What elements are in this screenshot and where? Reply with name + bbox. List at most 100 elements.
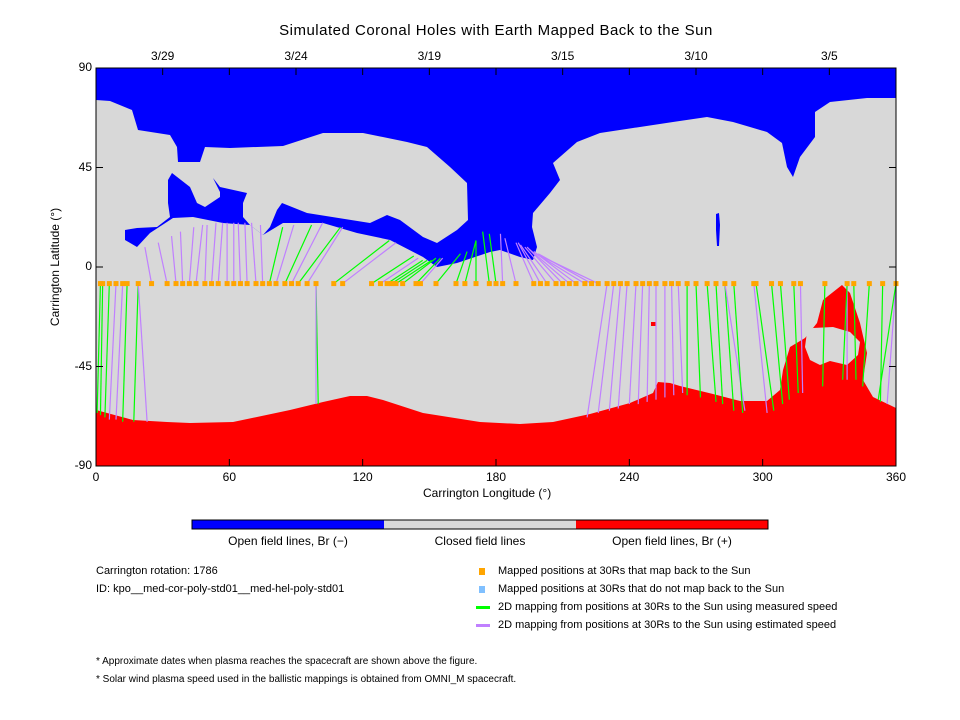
mapped-position-point: [880, 281, 886, 287]
closed-field-island: [96, 100, 468, 270]
carrington-rotation: Carrington rotation: 1786: [96, 565, 218, 577]
mapped-position-point: [237, 281, 243, 287]
mapped-position-point: [753, 281, 759, 287]
measured-speed-mapping-line: [402, 257, 437, 285]
measured-speed-mapping-line: [386, 259, 423, 285]
mapped-position-point: [669, 281, 675, 287]
colorbar-open-positive: [576, 520, 768, 529]
mapped-position-point: [589, 281, 595, 287]
measured-speed-mapping-line: [122, 283, 128, 422]
mapped-position-point: [253, 281, 259, 287]
mapped-position-point: [273, 281, 279, 287]
mapped-position-point: [553, 281, 559, 287]
colorbar-frame: [191, 519, 769, 530]
mapped-position-point: [215, 281, 221, 287]
mapped-position-point: [462, 281, 468, 287]
mapped-position-point: [389, 281, 395, 287]
legend-measured-swatch: [476, 606, 490, 609]
legend-mapped-swatch: [479, 568, 485, 575]
mapped-position-point: [186, 281, 192, 287]
y-tick-label: 0: [85, 259, 92, 273]
mapped-position-point: [640, 281, 646, 287]
estimated-speed-mapping-line: [237, 222, 242, 284]
estimated-speed-mapping-line: [535, 253, 586, 285]
mapped-position-point: [653, 281, 659, 287]
mapped-position-point: [369, 281, 375, 287]
mapped-position-point: [713, 281, 719, 287]
mapped-position-point: [675, 281, 681, 287]
mapped-position-point: [180, 281, 186, 287]
x-tick-label: 0: [92, 470, 100, 484]
mapped-position-point: [493, 281, 499, 287]
measured-speed-mapping-line: [464, 240, 477, 284]
mapped-position-point: [684, 281, 690, 287]
measured-speed-mapping-line: [779, 283, 790, 400]
top-date-label: 3/19: [417, 49, 442, 63]
mapped-position-point: [433, 281, 439, 287]
measured-speed-mapping-line: [391, 259, 428, 285]
colorbar-label-negative: Open field lines, Br (−): [228, 534, 348, 548]
mapped-position-point: [633, 281, 639, 287]
measured-speed-mapping-line: [297, 226, 341, 284]
mapped-position-point: [106, 281, 112, 287]
estimated-speed-mapping-line: [188, 227, 195, 284]
measured-speed-mapping-line: [333, 239, 390, 285]
mapped-position-point: [209, 281, 215, 287]
estimated-speed-mapping-line: [291, 222, 324, 284]
mapped-position-point: [149, 281, 155, 287]
mapped-position-point: [124, 281, 130, 287]
colorbar-open-negative: [192, 520, 384, 529]
measured-speed-mapping-line: [482, 231, 490, 284]
mapped-position-point: [393, 281, 399, 287]
estimated-speed-mapping-line: [170, 235, 177, 284]
mapped-position-point: [777, 281, 783, 287]
measured-speed-mapping-line: [435, 253, 461, 284]
mapped-position-point: [282, 281, 288, 287]
estimated-speed-mapping-line: [617, 283, 628, 409]
estimated-speed-mapping-line: [886, 283, 897, 405]
mapped-position-point: [313, 281, 319, 287]
mapped-position-point: [844, 281, 850, 287]
mapped-position-point: [513, 281, 519, 287]
estimated-speed-mapping-line: [157, 242, 168, 284]
mapped-position-point: [560, 281, 566, 287]
measured-speed-mapping-line: [695, 283, 702, 398]
estimated-speed-mapping-line: [677, 283, 684, 394]
estimated-speed-mapping-line: [179, 231, 184, 284]
mapped-position-point: [244, 281, 250, 287]
estimated-speed-mapping-line: [753, 283, 768, 413]
estimated-speed-mapping-line: [250, 222, 257, 284]
mapped-position-point: [662, 281, 668, 287]
estimated-speed-mapping-line: [306, 226, 344, 284]
mapped-position-point: [851, 281, 857, 287]
measured-speed-mapping-line: [842, 283, 848, 380]
north-coronal-hole: [96, 68, 896, 267]
estimated-speed-mapping-line: [528, 248, 570, 285]
measured-speed-mapping-line: [822, 283, 826, 387]
mapped-position-point: [624, 281, 630, 287]
y-tick-label: -45: [74, 358, 92, 373]
mapped-position-point: [289, 281, 295, 287]
small-coronal-hole: [716, 213, 720, 246]
estimated-speed-mapping-line: [608, 283, 622, 411]
measured-speed-mapping-line: [706, 283, 717, 402]
mapped-position-point: [473, 281, 479, 287]
measured-speed-mapping-line: [770, 283, 784, 405]
mapped-position-point: [113, 281, 119, 287]
south-coronal-hole: [96, 285, 896, 466]
estimated-speed-mapping-line: [515, 242, 535, 284]
mapped-position-point: [595, 281, 601, 287]
estimated-speed-mapping-line: [342, 242, 397, 285]
legend-unmapped-swatch: [479, 586, 485, 593]
mapped-position-point: [224, 281, 230, 287]
x-tick-label: 180: [485, 470, 507, 484]
estimated-speed-mapping-line: [259, 224, 264, 284]
colorbar-closed: [384, 520, 576, 529]
estimated-speed-mapping-line: [628, 283, 637, 405]
legend-estimated-swatch: [476, 624, 490, 627]
mapped-position-point: [822, 281, 828, 287]
estimated-speed-mapping-line: [499, 233, 504, 284]
estimated-speed-mapping-line: [115, 283, 124, 420]
mapped-position-point: [417, 281, 423, 287]
top-date-label: 3/15: [550, 49, 575, 63]
